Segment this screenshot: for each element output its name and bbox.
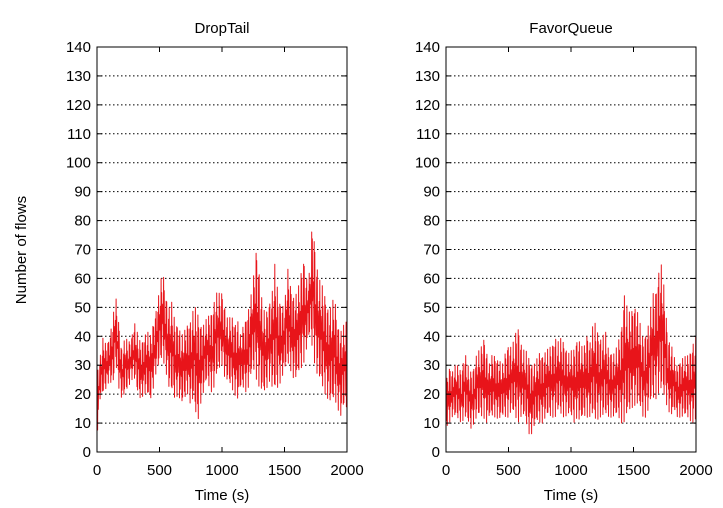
x-tick-label: 2000 <box>330 462 363 479</box>
y-tick-label: 20 <box>423 386 440 403</box>
y-tick-label: 50 <box>423 299 440 316</box>
y-tick-label: 40 <box>423 328 440 345</box>
x-tick-label: 500 <box>496 462 521 479</box>
x-tick-label: 1000 <box>205 462 238 479</box>
x-tick-label: 2000 <box>679 462 712 479</box>
x-axis-label: Time (s) <box>195 487 249 504</box>
y-tick-label: 120 <box>415 97 440 114</box>
y-tick-label: 70 <box>423 242 440 259</box>
y-tick-label: 130 <box>415 68 440 85</box>
x-tick-label: 1500 <box>617 462 650 479</box>
y-tick-label: 10 <box>423 415 440 432</box>
y-tick-label: 80 <box>74 213 91 230</box>
y-tick-label: 0 <box>432 444 440 461</box>
chart-droptail: DropTail Time (s) 0 10 20 30 40 50 60 70 80 90 100… <box>66 20 364 504</box>
y-tick-label: 90 <box>74 184 91 201</box>
y-tick-label: 70 <box>74 242 91 259</box>
y-tick-label: 110 <box>416 126 440 143</box>
series-line <box>445 264 697 435</box>
y-tick-label: 60 <box>423 270 440 287</box>
y-tick-label: 30 <box>74 357 91 374</box>
y-tick-label: 90 <box>423 184 440 201</box>
y-tick-label: 60 <box>74 270 91 287</box>
y-tick-label: 40 <box>74 328 91 345</box>
chart-title: DropTail <box>194 20 249 37</box>
x-tick-label: 1000 <box>554 462 587 479</box>
x-tick-label: 500 <box>147 462 172 479</box>
y-tick-label: 10 <box>74 415 91 432</box>
x-axis-label: Time (s) <box>544 487 598 504</box>
y-tick-label: 30 <box>423 357 440 374</box>
x-tick-label: 0 <box>442 462 450 479</box>
x-tick-label: 1500 <box>268 462 301 479</box>
y-tick-label: 50 <box>74 299 91 316</box>
y-tick-label: 120 <box>66 97 91 114</box>
y-axis-label: Number of flows <box>13 196 30 304</box>
chart-favorqueue: FavorQueue Time (s) 0 10 20 30 40 50 60 70 80 90 1… <box>415 20 713 504</box>
chart-title: FavorQueue <box>529 20 612 37</box>
y-tick-label: 100 <box>66 155 91 172</box>
y-tick-label: 80 <box>423 213 440 230</box>
y-tick-label: 140 <box>66 39 91 56</box>
y-tick-label: 20 <box>74 386 91 403</box>
y-tick-label: 0 <box>83 444 91 461</box>
series-line <box>96 231 348 431</box>
y-tick-label: 140 <box>415 39 440 56</box>
x-tick-label: 0 <box>93 462 101 479</box>
y-tick-label: 110 <box>67 126 91 143</box>
y-tick-label: 130 <box>66 68 91 85</box>
y-tick-label: 100 <box>415 155 440 172</box>
